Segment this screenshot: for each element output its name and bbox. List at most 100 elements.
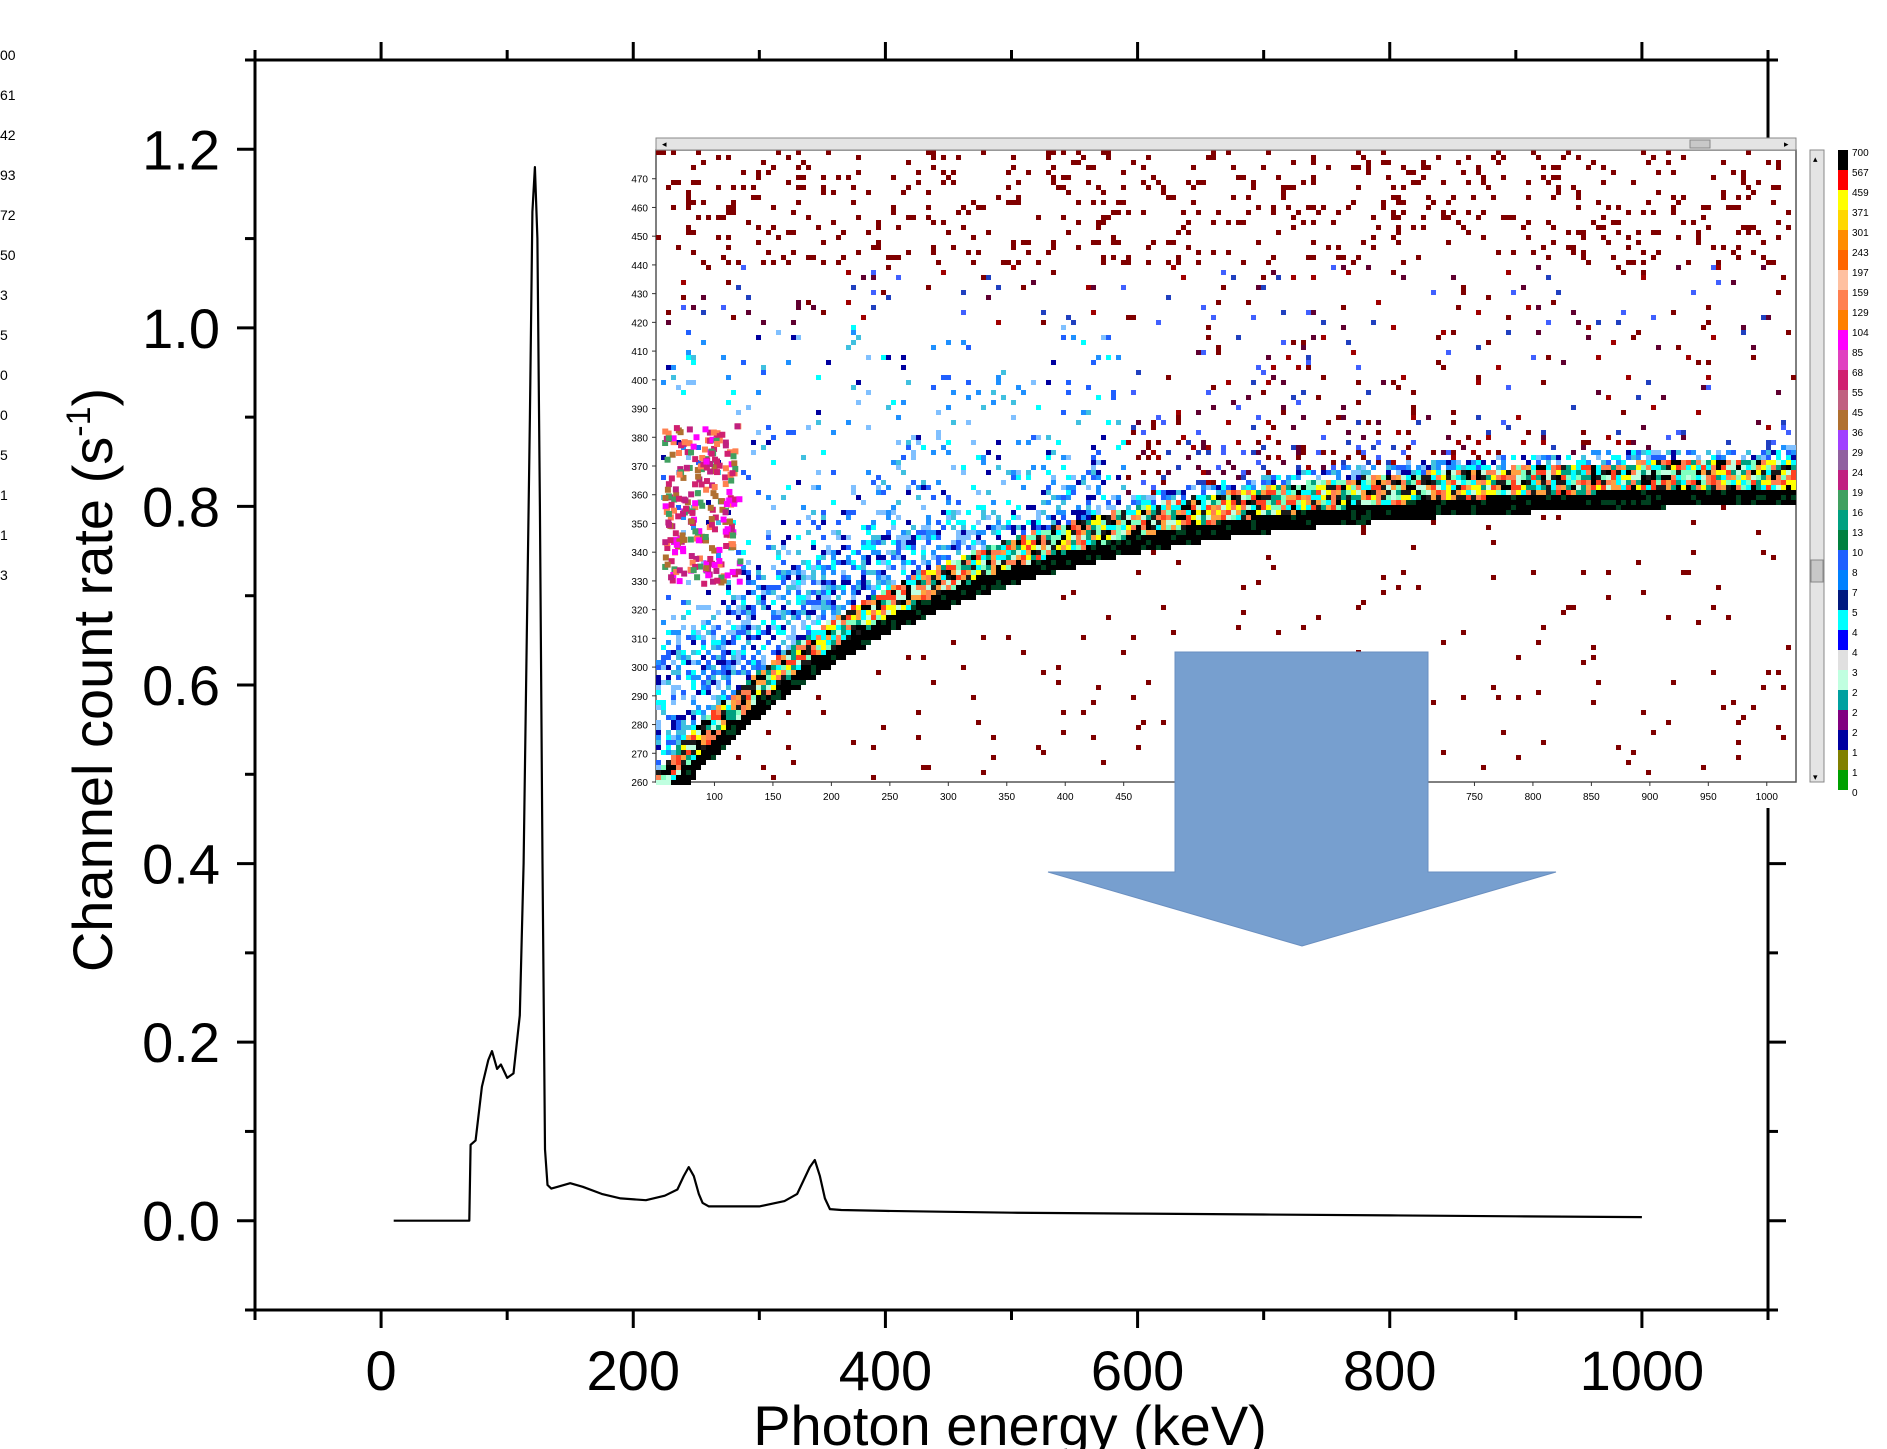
heatmap-cell — [1591, 505, 1596, 510]
heatmap-cell — [766, 585, 771, 590]
heatmap-cell — [696, 460, 701, 465]
heatmap-cell — [876, 585, 881, 590]
heatmap-cell — [1286, 520, 1291, 525]
heatmap-cell — [896, 550, 901, 555]
heatmap-cell — [911, 545, 916, 550]
heatmap-cell — [1526, 305, 1531, 310]
heatmap-cell — [1086, 540, 1091, 545]
heatmap-cell — [1226, 515, 1231, 520]
heatmap-cell — [796, 600, 801, 605]
heatmap-cell — [976, 590, 981, 595]
heatmap-cell — [1026, 550, 1031, 555]
heatmap-cell — [891, 510, 896, 515]
heatmap-cell — [786, 635, 791, 640]
heatmap-cell — [746, 705, 751, 710]
heatmap-cell — [1266, 500, 1271, 505]
heatmap-cell — [1651, 490, 1656, 495]
heatmap-cell — [1116, 545, 1121, 550]
heatmap-cell — [662, 539, 669, 546]
heatmap-cell — [1276, 230, 1281, 235]
heatmap-cell — [1151, 520, 1156, 525]
heatmap-cell — [811, 540, 816, 545]
heatmap-cell — [686, 350, 691, 355]
heatmap-cell — [821, 575, 826, 580]
vertical-scrollbar-thumb[interactable] — [1810, 559, 1824, 583]
heatmap-cell — [711, 725, 716, 730]
heatmap-cell — [1661, 460, 1666, 465]
heatmap-cell — [871, 535, 876, 540]
scroll-right-arrow-icon[interactable]: ▸ — [1784, 139, 1789, 149]
heatmap-cell — [686, 740, 691, 745]
heatmap-cell — [941, 575, 946, 580]
heatmap-cell — [1476, 215, 1481, 220]
scroll-left-arrow-icon[interactable]: ◂ — [662, 139, 667, 149]
heatmap-cell — [1536, 690, 1541, 695]
heatmap-cell — [971, 525, 976, 530]
heatmap-cell — [1396, 195, 1401, 200]
heatmap-cell — [836, 550, 841, 555]
heatmap-cell — [708, 521, 715, 528]
heatmap-cell — [1516, 755, 1521, 760]
heatmap-cell — [1041, 535, 1046, 540]
heatmap-cell — [1621, 500, 1626, 505]
heatmap-cell — [1681, 465, 1686, 470]
heatmap-cell — [861, 315, 866, 320]
heatmap-cell — [1251, 485, 1256, 490]
heatmap-cell — [666, 750, 671, 755]
heatmap-cell — [692, 456, 699, 463]
heatmap-cell — [1741, 175, 1746, 180]
heatmap-cell — [736, 655, 741, 660]
heatmap-cell — [1271, 500, 1276, 505]
heatmap-cell — [1271, 480, 1276, 485]
heatmap-cell — [1226, 510, 1231, 515]
heatmap-cell — [686, 426, 693, 433]
heatmap-cell — [761, 645, 766, 650]
heatmap-cell — [1431, 480, 1436, 485]
heatmap-cell — [1641, 710, 1646, 715]
horizontal-scrollbar[interactable] — [655, 137, 1797, 151]
heatmap-cell — [690, 567, 697, 574]
heatmap-cell — [1501, 470, 1506, 475]
heatmap-cell — [1011, 510, 1016, 515]
heatmap-cell — [716, 546, 723, 553]
heatmap-cell — [956, 580, 961, 585]
heatmap-cell — [707, 504, 714, 511]
heatmap-cell — [1531, 505, 1536, 510]
heatmap-cell — [1196, 210, 1201, 215]
heatmap-cell — [1096, 225, 1101, 230]
scroll-up-arrow-icon[interactable]: ▴ — [1813, 154, 1818, 164]
heatmap-cell — [1251, 520, 1256, 525]
heatmap-cell — [826, 550, 831, 555]
heatmap-cell — [906, 540, 911, 545]
heatmap-cell — [1171, 505, 1176, 510]
heatmap-cell — [901, 595, 906, 600]
heatmap-cell — [1181, 225, 1186, 230]
heatmap-cell — [1501, 505, 1506, 510]
heatmap-cell — [1216, 300, 1221, 305]
heatmap-cell — [846, 270, 851, 275]
horizontal-scrollbar-thumb[interactable] — [1689, 139, 1711, 149]
heatmap-cell — [1741, 325, 1746, 330]
heatmap-cell — [961, 470, 966, 475]
heatmap-cell — [916, 735, 921, 740]
heatmap-cell — [1401, 200, 1406, 205]
colorbar-label: 1 — [1852, 768, 1858, 779]
heatmap-cell — [946, 520, 951, 525]
heatmap-cell — [901, 610, 906, 615]
heatmap-cell — [1616, 455, 1621, 460]
vertical-scrollbar[interactable] — [1809, 149, 1825, 783]
x-tick-label: 0 — [366, 1339, 397, 1402]
heatmap-cell — [776, 595, 781, 600]
heatmap-cell — [1081, 710, 1086, 715]
heatmap-cell — [1611, 495, 1616, 500]
heatmap-cell — [1591, 220, 1596, 225]
heatmap-cell — [966, 555, 971, 560]
heatmap-cell — [761, 595, 766, 600]
heatmap-cell — [1116, 240, 1121, 245]
heatmap-cell — [1736, 500, 1741, 505]
heatmap-cell — [886, 515, 891, 520]
heatmap-cell — [1371, 495, 1376, 500]
scroll-down-arrow-icon[interactable]: ▾ — [1813, 772, 1818, 782]
heatmap-cell — [1261, 165, 1266, 170]
heatmap-cell — [686, 355, 691, 360]
